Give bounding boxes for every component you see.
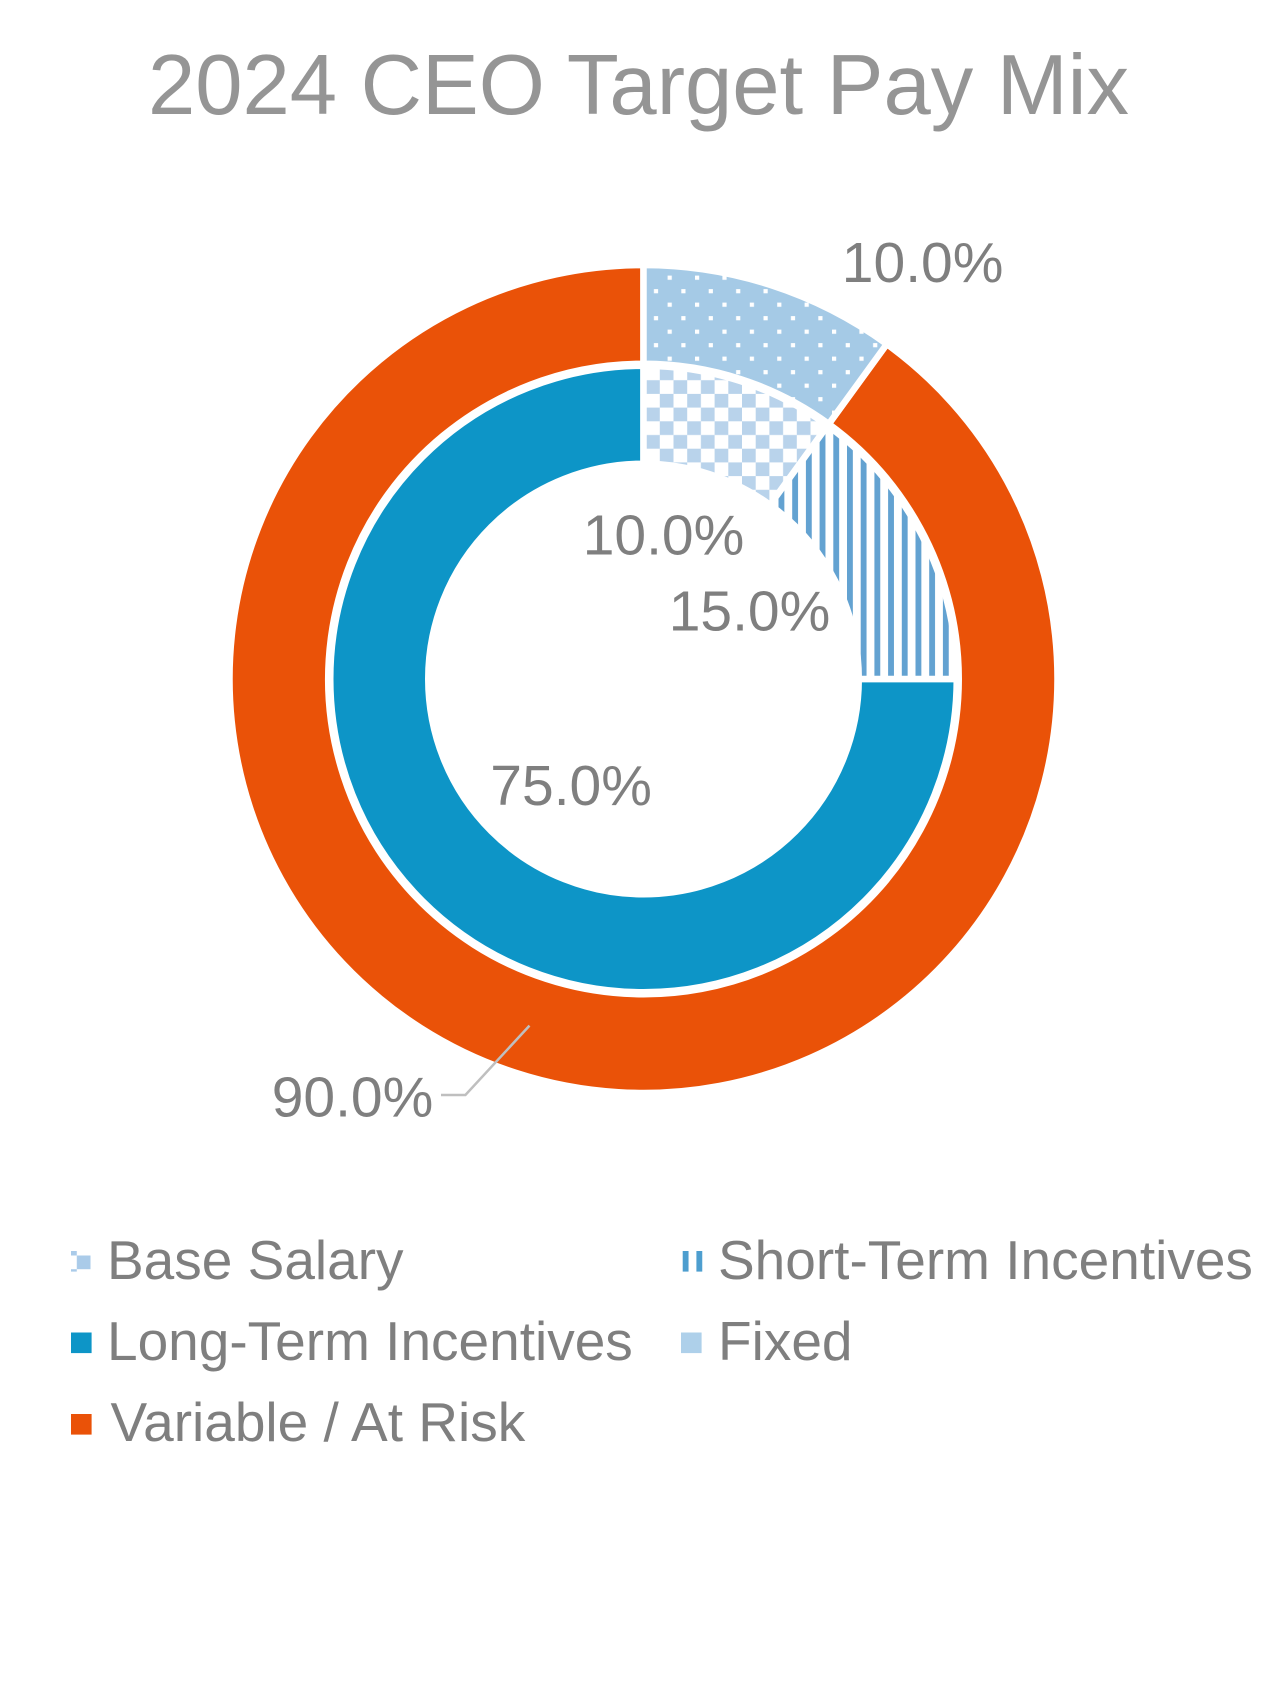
svg-text:10.0%: 10.0% (842, 231, 1004, 295)
svg-text:Long-Term Incentives: Long-Term Incentives (107, 1310, 633, 1372)
svg-text:90.0%: 90.0% (272, 1066, 434, 1130)
svg-text:Variable / At Risk: Variable / At Risk (111, 1391, 526, 1453)
svg-text:10.0%: 10.0% (583, 504, 745, 568)
svg-text:75.0%: 75.0% (490, 754, 652, 818)
svg-text:Fixed: Fixed (718, 1310, 853, 1372)
svg-text:2024 CEO Target Pay Mix: 2024 CEO Target Pay Mix (148, 38, 1129, 133)
svg-text:Short-Term Incentives: Short-Term Incentives (718, 1229, 1253, 1291)
svg-text:15.0%: 15.0% (669, 580, 831, 644)
svg-text:Base Salary: Base Salary (107, 1229, 404, 1291)
